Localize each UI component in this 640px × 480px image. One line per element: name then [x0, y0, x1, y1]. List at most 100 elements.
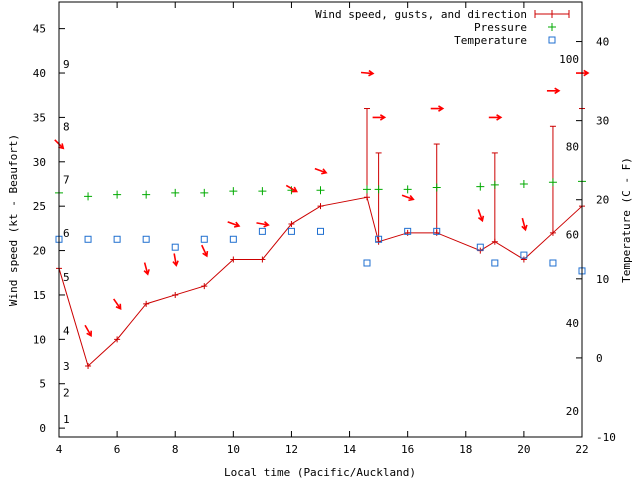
wind-direction-arrow	[546, 87, 561, 95]
wind-direction-arrow	[372, 114, 387, 121]
pressure-point	[403, 185, 412, 194]
pressure-point	[113, 190, 122, 199]
beaufort-tick-label: 5	[63, 271, 70, 284]
y-right-tick-label: 0	[596, 352, 603, 365]
temperature-point	[317, 227, 324, 235]
wind-speed-point	[317, 203, 324, 210]
x-tick-label: 12	[285, 443, 298, 456]
wind-direction-arrow	[314, 167, 328, 175]
legend-swatch-pressure	[548, 23, 556, 31]
y-right-tick-label: 10	[596, 273, 609, 286]
y-right-tick-label: 30	[596, 115, 609, 128]
wind-speed-point	[259, 256, 266, 263]
wind-direction-arrow	[401, 194, 415, 202]
beaufort-tick-label: 3	[63, 360, 70, 373]
legend-label-temperature: Temperature	[454, 34, 527, 47]
legend-label-wind: Wind speed, gusts, and direction	[315, 8, 527, 21]
temperature-point	[84, 235, 92, 243]
temperature-point	[142, 235, 150, 243]
pressure-point	[84, 192, 93, 201]
wind-direction-arrow	[477, 209, 485, 223]
pressure-point	[258, 187, 267, 196]
x-axis-label: Local time (Pacific/Auckland)	[224, 466, 416, 479]
fahrenheit-tick-label: 60	[566, 229, 579, 242]
wind-direction-arrow	[256, 221, 270, 228]
y-left-tick-label: 45	[33, 23, 46, 36]
y-right-tick-label: 40	[596, 36, 609, 49]
wind-direction-arrow	[172, 253, 179, 267]
x-tick-label: 14	[343, 443, 357, 456]
wind-speed-point	[172, 291, 179, 298]
pressure-point	[432, 183, 441, 192]
y-left-tick-label: 25	[33, 200, 46, 213]
wind-direction-arrow	[488, 114, 503, 121]
wind-direction-arrow	[227, 221, 241, 228]
pressure-point	[374, 185, 383, 194]
legend-label-pressure: Pressure	[474, 21, 527, 34]
y-left-tick-label: 20	[33, 245, 46, 258]
y-right-tick-label: -10	[596, 431, 616, 444]
beaufort-tick-label: 9	[63, 58, 70, 71]
x-tick-label: 6	[114, 443, 121, 456]
wind-speed-point	[201, 283, 208, 290]
fahrenheit-tick-label: 100	[559, 53, 579, 66]
wind-speed-point	[114, 336, 121, 343]
temperature-point	[363, 259, 371, 267]
temperature-point	[229, 235, 237, 243]
x-tick-label: 4	[56, 443, 63, 456]
beaufort-tick-label: 7	[63, 174, 70, 187]
wind-speed-point	[363, 194, 370, 201]
x-tick-label: 20	[517, 443, 530, 456]
wind-direction-arrow	[430, 105, 445, 112]
temperature-point	[171, 243, 179, 251]
wind-direction-arrow	[521, 217, 528, 232]
pressure-point	[490, 180, 499, 189]
beaufort-tick-label: 2	[63, 387, 70, 400]
beaufort-tick-label: 6	[63, 227, 70, 240]
wind-speed-point	[549, 229, 556, 236]
wind-speed-point	[230, 256, 237, 263]
y-left-tick-label: 15	[33, 289, 46, 302]
temperature-point	[258, 227, 266, 235]
y-left-tick-label: 35	[33, 111, 46, 124]
pressure-point	[362, 185, 371, 194]
temperature-point	[375, 235, 383, 243]
x-tick-label: 8	[172, 443, 179, 456]
pressure-point	[476, 182, 485, 191]
wind-speed-point	[491, 238, 498, 245]
temperature-point	[200, 235, 208, 243]
legend-swatch-temperature	[548, 36, 556, 44]
beaufort-tick-label: 1	[63, 413, 70, 426]
y-right-tick-label: 20	[596, 194, 609, 207]
y-left-tick-label: 0	[39, 422, 46, 435]
wind-direction-arrow	[285, 184, 298, 193]
pressure-point	[316, 186, 325, 195]
temperature-point	[433, 227, 441, 235]
y-axis-right-label: Temperature (C - F)	[620, 157, 633, 283]
temperature-point	[520, 251, 528, 259]
wind-speed-point	[375, 238, 382, 245]
beaufort-tick-label: 4	[63, 324, 70, 337]
x-tick-label: 18	[459, 443, 472, 456]
temperature-point	[491, 259, 499, 267]
temperature-point	[549, 259, 557, 267]
temperature-point	[404, 227, 412, 235]
wind-direction-arrow	[360, 69, 375, 77]
x-tick-label: 10	[227, 443, 240, 456]
y-left-tick-label: 10	[33, 333, 46, 346]
pressure-point	[200, 188, 209, 197]
pressure-point	[171, 188, 180, 197]
plot-frame	[58, 1, 583, 438]
wind-direction-arrow	[143, 262, 150, 276]
pressure-point	[519, 179, 528, 188]
temperature-point	[113, 235, 121, 243]
x-tick-label: 16	[401, 443, 414, 456]
beaufort-tick-label: 8	[63, 120, 70, 133]
fahrenheit-tick-label: 80	[566, 141, 579, 154]
wind-speed-point	[520, 256, 527, 263]
y-left-tick-label: 5	[39, 378, 46, 391]
pressure-point	[142, 190, 151, 199]
fahrenheit-tick-label: 20	[566, 405, 579, 418]
